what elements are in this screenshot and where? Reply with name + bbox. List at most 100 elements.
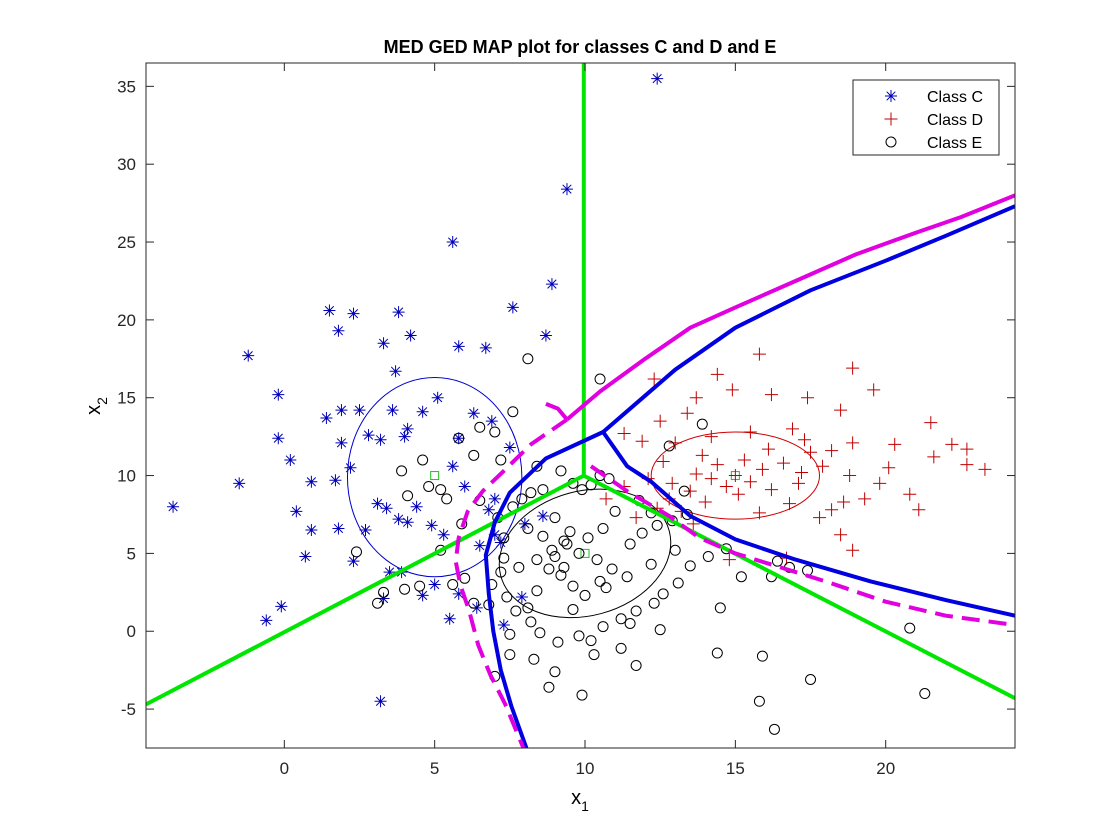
mean-marker-0 bbox=[430, 471, 440, 481]
point-2-101-shape bbox=[919, 688, 931, 700]
point-1-15-shape bbox=[704, 430, 718, 444]
point-2-106-shape bbox=[663, 440, 675, 452]
point-2-90 bbox=[576, 689, 588, 701]
point-2-111 bbox=[567, 603, 579, 615]
point-1-4 bbox=[867, 383, 881, 397]
point-2-10-shape bbox=[402, 490, 414, 502]
point-2-9-shape bbox=[435, 484, 447, 496]
point-0-50 bbox=[275, 600, 288, 613]
point-1-14-shape bbox=[668, 436, 682, 450]
point-2-74 bbox=[621, 571, 633, 583]
point-0-12-shape bbox=[452, 340, 465, 353]
point-0-70 bbox=[443, 612, 456, 625]
point-2-46 bbox=[552, 636, 564, 648]
point-2-8-shape bbox=[423, 480, 435, 492]
point-1-71 bbox=[843, 469, 857, 483]
point-2-4 bbox=[489, 426, 501, 438]
point-1-32 bbox=[825, 503, 839, 517]
point-2-19 bbox=[468, 597, 480, 609]
point-1-9 bbox=[680, 406, 694, 420]
point-2-88 bbox=[528, 653, 540, 665]
point-2-0 bbox=[594, 373, 606, 385]
point-2-64 bbox=[636, 527, 648, 539]
point-1-52-shape bbox=[804, 445, 818, 459]
point-0-38-shape bbox=[425, 519, 438, 532]
point-0-59-shape bbox=[416, 405, 429, 418]
point-1-28-shape bbox=[882, 461, 896, 475]
point-2-121 bbox=[594, 575, 606, 587]
point-0-30 bbox=[284, 453, 297, 466]
point-0-19-shape bbox=[335, 404, 348, 417]
point-2-117-shape bbox=[456, 518, 468, 530]
point-0-25 bbox=[335, 436, 348, 449]
point-0-5 bbox=[392, 306, 405, 319]
point-2-54 bbox=[672, 577, 684, 589]
point-1-23-shape bbox=[945, 437, 959, 451]
point-2-84-shape bbox=[498, 552, 510, 564]
point-0-63-shape bbox=[488, 492, 501, 505]
point-0-26-shape bbox=[431, 391, 444, 404]
point-0-60 bbox=[485, 415, 498, 428]
chart-title: MED GED MAP plot for classes C and D and… bbox=[384, 37, 777, 57]
point-2-48-shape bbox=[585, 635, 597, 647]
point-1-67-shape bbox=[656, 455, 670, 469]
point-0-64 bbox=[482, 503, 495, 516]
legend-marker-1-shape bbox=[884, 112, 898, 126]
point-2-75 bbox=[600, 582, 612, 594]
point-2-81-shape bbox=[561, 538, 573, 550]
point-0-36 bbox=[392, 513, 405, 526]
point-2-115-shape bbox=[669, 544, 681, 556]
point-2-98-shape bbox=[768, 723, 780, 735]
point-2-95 bbox=[714, 602, 726, 614]
point-1-39-shape bbox=[722, 553, 736, 567]
point-1-1-shape bbox=[710, 367, 724, 381]
x-tick-label-0: 0 bbox=[280, 759, 289, 778]
point-0-73 bbox=[458, 480, 471, 493]
point-0-67-shape bbox=[452, 587, 465, 600]
point-1-48-shape bbox=[737, 453, 751, 467]
point-1-51-shape bbox=[795, 465, 809, 479]
point-0-19 bbox=[335, 404, 348, 417]
point-2-83 bbox=[522, 522, 534, 534]
point-0-72 bbox=[452, 432, 465, 445]
point-2-42-shape bbox=[501, 591, 513, 603]
point-2-93-shape bbox=[654, 624, 666, 636]
point-1-27 bbox=[927, 450, 941, 464]
point-1-20 bbox=[846, 436, 860, 450]
point-2-94-shape bbox=[711, 647, 723, 659]
legend-marker-2 bbox=[885, 136, 897, 148]
point-2-121-shape bbox=[594, 575, 606, 587]
legend-box bbox=[852, 79, 1000, 156]
point-2-51-shape bbox=[630, 605, 642, 617]
point-2-70-shape bbox=[582, 532, 594, 544]
point-1-13 bbox=[635, 434, 649, 448]
point-1-29 bbox=[873, 476, 887, 490]
legend-label-1: Class D bbox=[927, 112, 983, 129]
point-0-51 bbox=[428, 578, 441, 591]
point-1-22-shape bbox=[924, 416, 938, 430]
point-2-14 bbox=[378, 586, 390, 598]
point-2-78-shape bbox=[555, 569, 567, 581]
point-0-1 bbox=[560, 183, 573, 196]
point-1-51 bbox=[795, 465, 809, 479]
point-2-80 bbox=[549, 551, 561, 563]
point-0-20-shape bbox=[320, 411, 333, 424]
point-1-50 bbox=[776, 456, 790, 470]
point-1-55 bbox=[704, 472, 718, 486]
point-0-34-shape bbox=[371, 497, 384, 510]
point-0-7 bbox=[323, 304, 336, 317]
point-2-53 bbox=[657, 588, 669, 600]
point-1-50-shape bbox=[776, 456, 790, 470]
point-2-58 bbox=[735, 571, 747, 583]
point-2-68 bbox=[609, 505, 621, 517]
point-0-67 bbox=[452, 587, 465, 600]
boundary-0-1 bbox=[146, 473, 585, 707]
point-0-42 bbox=[359, 524, 372, 537]
point-0-7-shape bbox=[323, 304, 336, 317]
point-2-43 bbox=[510, 605, 522, 617]
point-1-62 bbox=[764, 483, 778, 497]
point-2-59 bbox=[771, 555, 783, 567]
point-0-56 bbox=[536, 510, 549, 523]
y-axis-label-main: x bbox=[83, 405, 105, 415]
